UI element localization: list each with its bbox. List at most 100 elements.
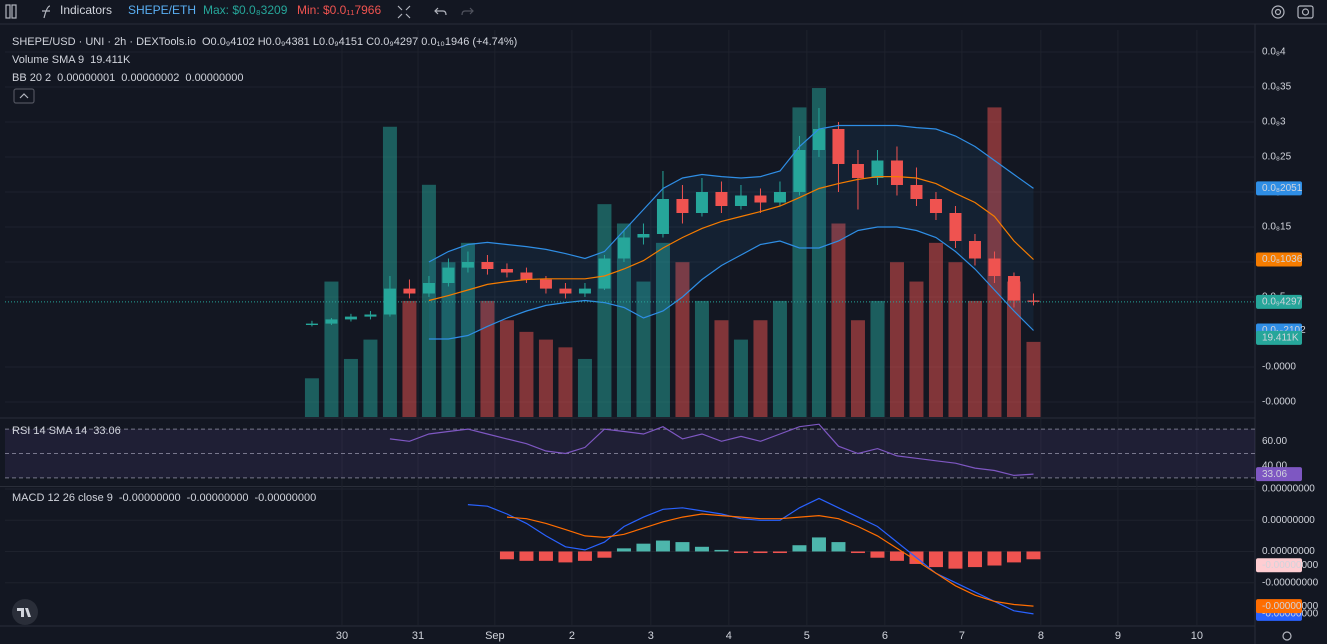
legend-text: -0.00000000 (254, 492, 316, 504)
camera-icon[interactable] (1297, 5, 1314, 19)
macd-histogram-bar (889, 551, 904, 561)
min-price: Min: $0.0₁₁7966 (297, 3, 381, 17)
symbol[interactable]: SHEPE/ETH (128, 3, 196, 17)
macd-histogram-bar (811, 537, 826, 552)
y-tick-label: 0.0₈25 (1262, 152, 1292, 163)
y-tick-label: 0.00000000 (1262, 515, 1315, 526)
price-tag (1256, 558, 1302, 573)
x-tick-label: 2 (569, 630, 575, 642)
macd-histogram-bar (655, 540, 670, 552)
macd-histogram-bar (753, 551, 768, 554)
legend-text: 33.06 (93, 425, 121, 437)
x-tick-label: 7 (959, 630, 965, 642)
macd-histogram-bar (928, 551, 943, 568)
volume-bar (519, 331, 534, 417)
candle-body (500, 269, 513, 273)
legend-text: BB 20 2 (12, 72, 51, 84)
macd-histogram-bar (558, 551, 573, 563)
macd-histogram-bar (694, 546, 709, 552)
macd-line (506, 513, 1034, 607)
legend-text: 0.00000000 (185, 72, 243, 84)
candle-body (812, 128, 825, 150)
volume-bar (480, 300, 495, 417)
volume-bar (831, 223, 846, 417)
max-price: Max: $0.0₈3209 (203, 3, 288, 17)
candle-body (637, 234, 650, 238)
x-tick-label: 8 (1038, 630, 1044, 642)
macd-histogram-bar (792, 545, 807, 552)
volume-bar (597, 204, 612, 417)
y-tick-label: 0.00000000 (1262, 546, 1315, 557)
macd-histogram-bar (1026, 551, 1041, 560)
price-tag (1256, 467, 1302, 482)
candle-body (754, 195, 767, 203)
candle-body (656, 198, 669, 235)
volume-bar (343, 358, 358, 417)
icon[interactable] (397, 5, 411, 19)
candle-body (929, 198, 942, 213)
volume-bar (538, 339, 553, 417)
volume-bar (733, 339, 748, 417)
macd-histogram-bar (831, 542, 846, 552)
settings-icon[interactable] (1271, 5, 1285, 19)
icon (11, 4, 17, 19)
candle-body (325, 319, 338, 324)
settings-icon[interactable] (1282, 631, 1292, 641)
x-tick-label: 31 (412, 630, 424, 642)
candle-body (305, 323, 318, 326)
rsi-band (5, 429, 1255, 478)
icon (461, 7, 474, 16)
volume-bar (753, 320, 768, 417)
price-tag-label: 19.411K (1262, 333, 1299, 344)
y-tick-label: 40.00 (1262, 460, 1287, 471)
legend-text: -0.00000000 (187, 492, 249, 504)
collapse-button[interactable] (13, 88, 35, 104)
price-tag (1256, 252, 1302, 267)
candle-body (676, 198, 689, 213)
volume-bar (948, 262, 963, 417)
price-tag (1256, 181, 1302, 196)
price-tag-label: 0.0₈1036 (1262, 254, 1303, 265)
macd-histogram-bar (967, 551, 982, 568)
candle-body (890, 160, 903, 185)
candle-body (949, 212, 962, 242)
indicators-button[interactable]: Indicators (60, 3, 112, 17)
macd-histogram-bar (636, 543, 651, 552)
price-tag (1256, 599, 1302, 614)
candle-body (910, 184, 923, 199)
volume-bar (616, 223, 631, 417)
labels-layer: 30 31 Sep 2 3 4 5 6 7 8 9 10 0.0₉4297 0.0₈2051 0.0₈103… (12, 36, 1319, 642)
logo (12, 599, 38, 625)
candle-body (481, 262, 494, 270)
volume-bar (870, 300, 885, 417)
macd-histogram-bar (675, 542, 690, 552)
volume-bar (850, 320, 865, 417)
legend-text: 0.00000002 (121, 72, 179, 84)
volume-bar (499, 320, 514, 417)
candle-body (442, 267, 455, 284)
candle-body (617, 237, 630, 259)
icon (5, 4, 11, 19)
icon[interactable] (42, 5, 51, 19)
band-line (428, 226, 1034, 340)
macd-histogram-bar (948, 551, 963, 569)
candle-body (344, 316, 357, 320)
candle-body (520, 272, 533, 280)
legend-text: SHEPE/USD · UNI · 2h · DEXTools.io (12, 36, 196, 48)
x-tick-label: 6 (882, 630, 888, 642)
volume-bar (655, 242, 670, 417)
volume-bar (382, 126, 397, 417)
price-tag (1256, 330, 1302, 345)
price-tag-label: -0.00000000 (1262, 560, 1319, 571)
macd-histogram-bar (616, 548, 631, 552)
icon[interactable] (434, 7, 447, 16)
volume-bar (421, 184, 436, 417)
volume-bar (402, 300, 417, 417)
price-tag-label: -0.00000000 (1262, 601, 1319, 612)
band-fill (428, 125, 1034, 340)
candle-body (578, 288, 591, 294)
candle-body (851, 163, 864, 178)
band-line (428, 124, 1034, 263)
